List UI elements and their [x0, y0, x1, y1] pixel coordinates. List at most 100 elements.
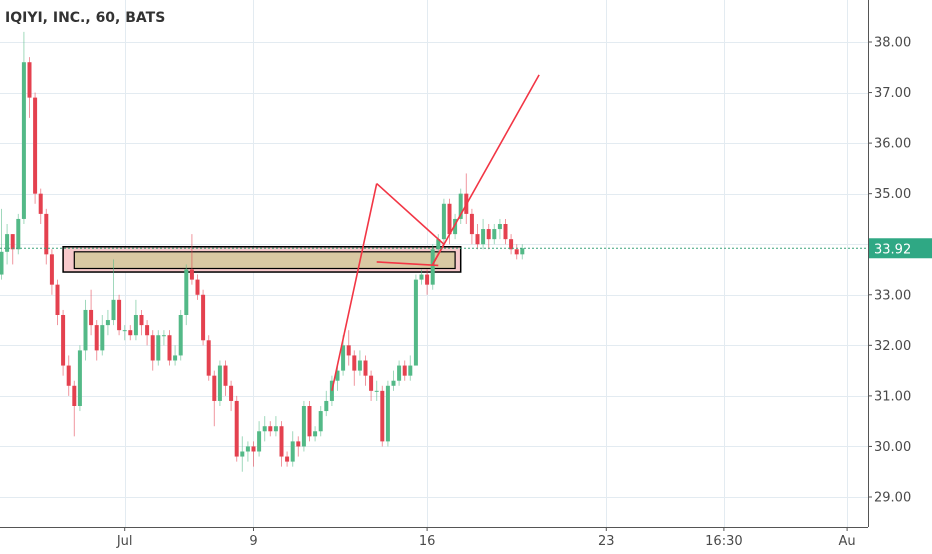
candle — [217, 360, 222, 406]
candle-body — [223, 365, 228, 386]
candle — [133, 299, 138, 341]
candle-body — [38, 193, 43, 214]
candle-body — [234, 400, 239, 457]
candle-body — [290, 441, 295, 462]
candle-body — [44, 213, 49, 255]
candle — [458, 188, 463, 224]
candle — [111, 259, 116, 326]
candle-body — [514, 249, 519, 255]
candle — [128, 325, 133, 341]
candle — [279, 421, 284, 467]
candle — [514, 244, 519, 260]
candle-body — [268, 426, 273, 432]
candle — [285, 451, 290, 467]
trend-line — [432, 74, 540, 265]
candle-body — [184, 269, 189, 315]
candle-body — [89, 309, 94, 326]
candle-body — [425, 274, 430, 285]
candle — [66, 355, 71, 396]
candle — [161, 330, 166, 346]
candle-body — [16, 218, 21, 250]
candle-body — [481, 229, 486, 245]
x-tick-label: 16:30 — [705, 534, 742, 549]
candle — [33, 92, 38, 204]
y-tick-label: 30.00 — [874, 440, 911, 455]
candle — [352, 350, 357, 386]
candle — [61, 309, 66, 376]
candle — [38, 188, 43, 224]
y-tick-label: 35.00 — [874, 187, 911, 202]
candle — [156, 330, 161, 366]
candle — [273, 416, 278, 437]
candle — [105, 309, 110, 336]
candle — [167, 330, 172, 366]
y-tick-label: 29.00 — [874, 491, 911, 506]
candle-body — [55, 284, 60, 315]
candle — [184, 264, 189, 326]
candle-body — [240, 451, 245, 457]
candle-body — [61, 315, 66, 366]
candle-body — [357, 360, 362, 371]
candle-body — [520, 248, 525, 255]
candle-body — [189, 269, 194, 280]
candle — [178, 309, 183, 361]
candle — [481, 218, 486, 250]
candle-body — [503, 224, 508, 240]
candle-body — [301, 406, 306, 447]
candle-body — [212, 375, 217, 401]
candle — [94, 320, 99, 361]
candle — [475, 224, 480, 250]
candle-body — [229, 385, 234, 401]
candle-body — [346, 345, 351, 356]
trend-line — [331, 183, 378, 392]
candle — [122, 325, 127, 341]
candle — [419, 269, 424, 285]
candle-body — [161, 335, 166, 337]
candle-body — [492, 229, 497, 240]
x-tick-label: 9 — [249, 534, 257, 549]
candle-body — [447, 203, 452, 235]
candle — [335, 365, 340, 391]
candle — [100, 315, 105, 356]
candle — [430, 244, 435, 290]
y-tick-label: 31.00 — [874, 389, 911, 404]
candle — [5, 224, 10, 265]
x-tick-label: 23 — [598, 534, 615, 549]
candle — [240, 436, 245, 472]
candle-body — [408, 365, 413, 376]
candle-body — [262, 426, 267, 432]
candle — [425, 269, 430, 295]
candle-body — [318, 411, 323, 432]
candle-body — [128, 330, 133, 336]
candle-body — [117, 299, 122, 331]
last-price-label: 33.92 — [874, 242, 911, 257]
candle-body — [5, 234, 10, 252]
candle-body — [279, 426, 284, 457]
candle — [44, 208, 49, 265]
candle — [441, 198, 446, 245]
trend-line — [376, 182, 445, 245]
candle — [402, 360, 407, 381]
candle — [257, 421, 262, 457]
y-tick-label: 32.00 — [874, 339, 911, 354]
candle-body — [49, 254, 54, 285]
candle — [436, 234, 441, 255]
candle — [21, 31, 26, 224]
candle-body — [453, 218, 458, 235]
candle — [313, 426, 318, 442]
candle-body — [402, 365, 407, 376]
candle-body — [307, 406, 312, 437]
candle — [139, 309, 144, 336]
candle — [357, 350, 362, 376]
candle — [223, 360, 228, 396]
candle-body — [33, 97, 38, 194]
candle — [290, 431, 295, 467]
candle-body — [391, 380, 396, 386]
candle-body — [145, 325, 150, 336]
candle-body — [296, 441, 301, 447]
candle — [363, 355, 368, 386]
candle-body — [486, 229, 491, 240]
candle-body — [509, 239, 514, 250]
